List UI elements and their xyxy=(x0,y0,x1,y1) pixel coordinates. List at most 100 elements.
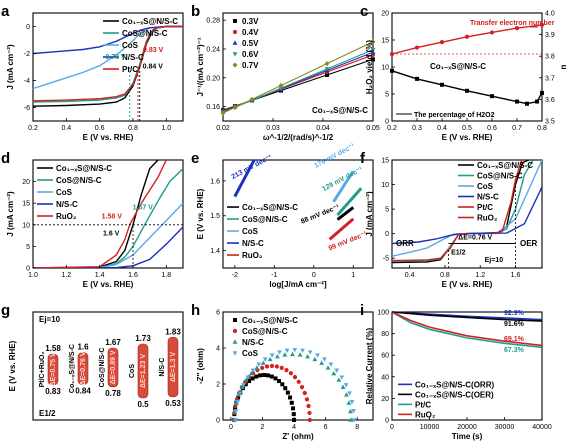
panel-i-annotation: 92.9% xyxy=(504,310,525,317)
panel-d-ytick-label: 10 xyxy=(22,222,30,229)
panel-b-xtick-label: 0.03 xyxy=(266,125,280,132)
panel-b-data-point xyxy=(220,110,226,116)
panel-c-ytick-right-label: 3.8 xyxy=(545,54,555,61)
panel-h-ytick-label: 6 xyxy=(216,310,220,317)
panel-c-data-point xyxy=(415,76,419,81)
panel-c-xtick-label: 0.3 xyxy=(412,125,422,132)
panel-h-data-point xyxy=(237,391,243,396)
panel-a-ytick-label: -6 xyxy=(24,105,30,112)
panel-c-ytick-right-label: 3.5 xyxy=(545,119,555,126)
panel-h-data-point xyxy=(299,385,305,390)
panel-i-xtick-label: 0 xyxy=(390,424,394,431)
panel-g-category-label: Co₁₋ₓS@N/S-C xyxy=(69,344,76,393)
panel-c-annotation: Co₁₋ₓS@N/S-C xyxy=(430,62,486,71)
panel-h-letter: h xyxy=(191,302,200,319)
panel-g-delta-label: ΔE=1.23 V xyxy=(140,354,147,388)
panel-c-ytick-right-label: 3.9 xyxy=(545,32,555,39)
panel-h-legend-label: N/S-C xyxy=(242,338,264,347)
panel-h-data-point xyxy=(307,417,312,423)
panel-h-data-point xyxy=(248,370,254,376)
panel-a-xtick-label: 0.6 xyxy=(95,125,105,132)
panel-b-ytick-label: 0.20 xyxy=(206,75,220,82)
panel-d-xtick-label: 1.2 xyxy=(61,272,71,279)
panel-h-legend-marker xyxy=(232,339,238,344)
panel-f-annotation: ΔE=0.76 V xyxy=(458,235,492,242)
panel-h-data-point xyxy=(243,377,249,382)
panel-i-annotation: 69.1% xyxy=(504,336,525,343)
panel-e-xtick-label: 1 xyxy=(351,272,355,279)
panel-g-ej10-label: 1.6 xyxy=(77,343,89,352)
panel-c-data-point xyxy=(440,82,444,87)
panel-h-xtick-label: 6 xyxy=(324,424,328,431)
panel-h-data-point xyxy=(292,375,298,380)
panel-b-data-point xyxy=(370,39,376,45)
panel-h-ytick-label: 4 xyxy=(216,346,220,353)
panel-d-ylabel: J (mA cm⁻²) xyxy=(6,191,15,237)
panel-e-ytick-label: 1.6 xyxy=(210,178,220,185)
panel-c-data-point xyxy=(489,30,495,35)
panel-e-frame xyxy=(222,159,374,269)
panel-d-legend-label: CoS@N/S-C xyxy=(56,176,102,185)
panel-f-annotation: Ej=10 xyxy=(485,257,504,264)
panel-h-data-point xyxy=(233,406,238,411)
panel-b-ylabel: J⁻¹/(mA cm⁻²)⁻¹ xyxy=(196,37,205,96)
panel-f-xtick-label: 0.4 xyxy=(405,272,415,279)
panel-c-series-line xyxy=(391,70,543,105)
panel-h-data-point xyxy=(277,379,282,384)
panel-b-data-point xyxy=(249,96,255,102)
panel-a-series-line xyxy=(33,25,183,55)
panel-c-xtick-label: 0.7 xyxy=(512,125,522,132)
panel-e-plot-area xyxy=(233,160,363,241)
panel-g-ehalf-label: 0.84 xyxy=(75,386,91,395)
panel-b-legend-marker xyxy=(232,62,238,68)
panel-a-annotation: 0.83 V xyxy=(143,47,164,54)
panel-a-ylabel: J (mA cm⁻²) xyxy=(6,44,15,90)
panel-h-data-point xyxy=(264,364,270,369)
panel-f-letter: f xyxy=(360,150,366,167)
panel-f-xlabel: E (V vs. RHE) xyxy=(442,280,493,289)
panel-h-data-point xyxy=(284,368,289,373)
panel-e-slope-label: 176 mV dec⁻¹ xyxy=(313,142,356,169)
panel-e-series-line xyxy=(328,217,355,241)
panel-f-legend-label: CoS@N/S-C xyxy=(477,172,523,181)
panel-h-ytick-label: 2 xyxy=(216,382,220,389)
panel-d-series-line xyxy=(33,160,167,268)
panel-f-legend-label: N/S-C xyxy=(477,193,499,202)
panel-g-ej10-label: 1.83 xyxy=(165,327,181,336)
panel-h-data-point xyxy=(291,412,296,417)
panel-e-xlabel: log[J/mA cm⁻²] xyxy=(269,280,327,289)
panel-a-ytick-label: 0 xyxy=(26,24,30,31)
panel-h-data-point xyxy=(236,395,241,400)
panel-h-data-point xyxy=(273,376,278,381)
panel-h-data-point xyxy=(267,356,273,362)
panel-h-data-point xyxy=(315,353,320,358)
panel-h-xtick-label: 8 xyxy=(355,424,359,431)
panel-h-data-point xyxy=(349,400,355,405)
panel-f-ylabel: J (mA cm⁻²) xyxy=(365,191,374,237)
panel-a-annotation: 0.78 V xyxy=(105,54,126,61)
panel-c-ylabel: H₂O₂ yield (%) xyxy=(365,40,374,95)
panel-i-xtick-label: 20000 xyxy=(457,424,477,431)
panel-f-legend-label: CoS xyxy=(477,182,494,191)
panel-c-data-point xyxy=(535,99,539,104)
panel-h-data-point xyxy=(243,382,248,387)
panel-h-data-point xyxy=(269,363,275,369)
panel-b-legend-marker xyxy=(232,40,238,45)
panel-i-letter: i xyxy=(360,302,364,319)
panel-h-data-point xyxy=(250,368,256,373)
panel-g-category-label: CoS xyxy=(129,364,136,378)
panel-i-xtick-label: 40000 xyxy=(532,424,552,431)
panel-a-xtick-label: 1.0 xyxy=(161,125,171,132)
panel-f-ytick-label: 5 xyxy=(385,207,389,214)
panel-g-bar xyxy=(167,337,179,398)
panel-h-data-point xyxy=(256,362,262,367)
panel-g-bar xyxy=(107,347,119,388)
panel-f-series-line xyxy=(493,160,527,235)
panel-h-data-point xyxy=(307,410,312,416)
panel-h-data-point xyxy=(325,365,331,370)
panel-c-data-point xyxy=(515,99,519,104)
panel-i-legend-label: Pt/C xyxy=(415,400,431,409)
panel-d-legend-label: N/S-C xyxy=(56,200,78,209)
panel-h-data-point xyxy=(344,392,349,397)
panel-g-delta-label: ΔE=0.76 V xyxy=(80,351,87,385)
